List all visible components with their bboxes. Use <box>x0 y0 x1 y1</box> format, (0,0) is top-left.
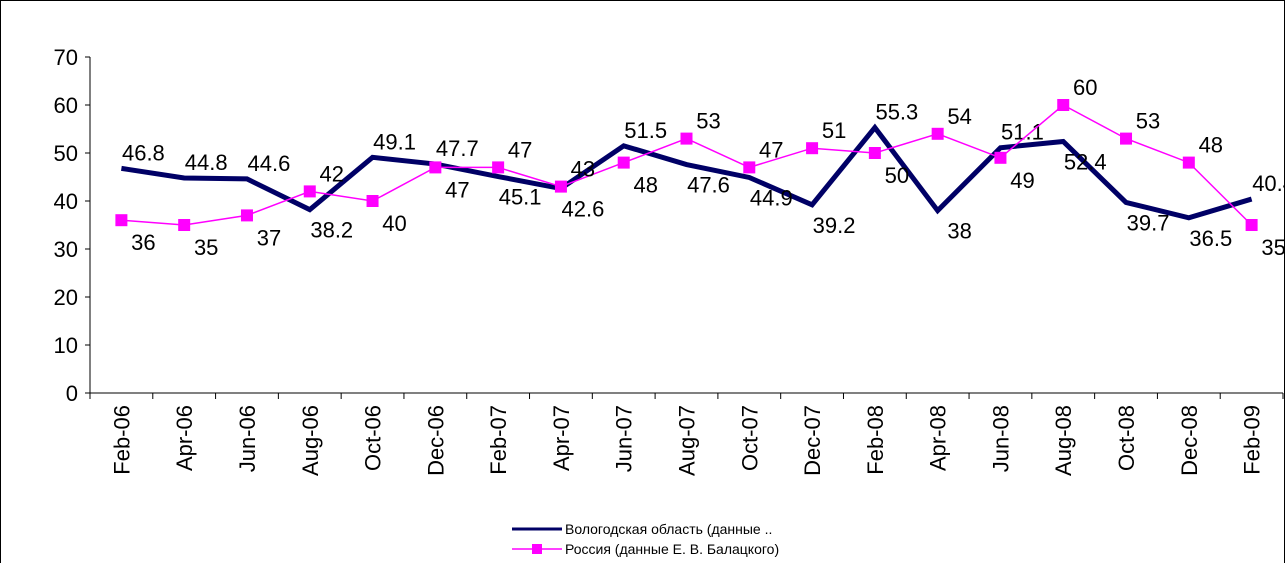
x-tick-label: Feb-07 <box>486 405 511 475</box>
data-label: 53 <box>696 109 720 134</box>
data-label: 51.5 <box>624 118 667 143</box>
x-tick-label: Aug-08 <box>1051 405 1076 476</box>
data-label: 55.3 <box>875 100 918 125</box>
data-label: 46.8 <box>122 140 165 165</box>
data-label: 48 <box>633 173 657 198</box>
data-label: 44.9 <box>750 185 793 210</box>
y-tick-label: 0 <box>66 381 78 406</box>
y-tick-label: 10 <box>54 333 78 358</box>
x-tick-label: Apr-08 <box>926 405 951 471</box>
data-label: 44.6 <box>248 151 291 176</box>
data-label: 47 <box>445 177 469 202</box>
x-tick-label: Jun-08 <box>988 405 1013 472</box>
point-marker <box>868 147 881 159</box>
point-marker <box>366 195 379 207</box>
x-tick-label: Dec-06 <box>423 405 448 476</box>
data-label: 54 <box>947 104 971 129</box>
data-label: 36 <box>131 230 155 255</box>
data-label: 45.1 <box>499 185 542 210</box>
data-label: 43 <box>571 157 595 182</box>
point-marker <box>617 156 630 169</box>
data-label: 42 <box>320 161 344 186</box>
point-marker <box>931 127 944 140</box>
data-label: 47.6 <box>687 173 730 198</box>
legend-label: Вологодская область (данные .. <box>565 521 772 537</box>
data-label: 35 <box>1261 235 1285 260</box>
data-label: 40.4 <box>1252 171 1285 196</box>
data-label: 37 <box>257 225 281 250</box>
x-tick-label: Dec-07 <box>800 405 825 476</box>
y-tick-label: 40 <box>54 189 78 214</box>
x-tick-label: Oct-07 <box>737 405 762 471</box>
point-marker <box>994 151 1007 164</box>
x-tick-label: Jun-06 <box>235 405 260 472</box>
legend-label: Россия (данные Е. В. Балацкого) <box>565 541 779 557</box>
data-label: 36.5 <box>1189 226 1232 251</box>
point-marker <box>554 180 567 193</box>
data-label: 47.7 <box>436 136 479 161</box>
data-label: 47 <box>759 137 783 162</box>
point-marker <box>1245 219 1258 231</box>
x-tick-label: Oct-06 <box>361 405 386 471</box>
data-label: 38 <box>947 219 971 244</box>
x-tick-label: Jun-07 <box>612 405 637 472</box>
data-label: 48 <box>1199 133 1223 158</box>
data-label: 60 <box>1073 75 1097 100</box>
point-marker <box>492 161 505 174</box>
y-tick-label: 50 <box>54 141 78 166</box>
point-marker <box>240 209 253 222</box>
data-label: 39.2 <box>813 213 856 238</box>
point-marker <box>303 185 316 198</box>
point-marker <box>1182 156 1195 169</box>
point-marker <box>743 161 756 174</box>
data-label: 39.7 <box>1127 210 1170 235</box>
data-label: 49.1 <box>373 129 416 154</box>
point-marker <box>178 219 191 231</box>
point-marker <box>806 142 819 155</box>
point-marker <box>1120 132 1133 145</box>
legend-marker <box>532 544 542 554</box>
series-line <box>121 123 1253 221</box>
data-label: 40 <box>382 211 406 236</box>
data-label: 51.1 <box>1001 120 1044 145</box>
point-marker <box>115 214 128 227</box>
y-tick-label: 20 <box>54 285 78 310</box>
y-tick-label: 70 <box>54 45 78 70</box>
data-label: 53 <box>1136 109 1160 134</box>
x-tick-label: Aug-06 <box>298 405 323 476</box>
data-label: 52.4 <box>1064 149 1107 174</box>
x-tick-label: Aug-07 <box>675 405 700 476</box>
point-marker <box>429 161 442 174</box>
data-label: 51 <box>822 118 846 143</box>
data-label: 47 <box>508 137 532 162</box>
data-label: 38.2 <box>310 218 353 243</box>
data-label: 42.6 <box>562 197 605 222</box>
y-tick-label: 60 <box>54 93 78 118</box>
x-tick-label: Apr-06 <box>172 405 197 471</box>
x-tick-label: Feb-08 <box>863 405 888 475</box>
x-tick-label: Feb-06 <box>109 405 134 475</box>
x-tick-label: Apr-07 <box>549 405 574 471</box>
x-tick-label: Dec-08 <box>1177 405 1202 476</box>
data-label: 35 <box>194 235 218 260</box>
point-marker <box>680 132 693 145</box>
data-label: 49 <box>1010 168 1034 193</box>
x-tick-label: Feb-09 <box>1240 405 1265 475</box>
data-label: 50 <box>885 163 909 188</box>
x-tick-label: Oct-08 <box>1114 405 1139 471</box>
point-marker <box>1057 99 1070 111</box>
y-tick-label: 30 <box>54 237 78 262</box>
data-label: 44.8 <box>185 150 228 175</box>
